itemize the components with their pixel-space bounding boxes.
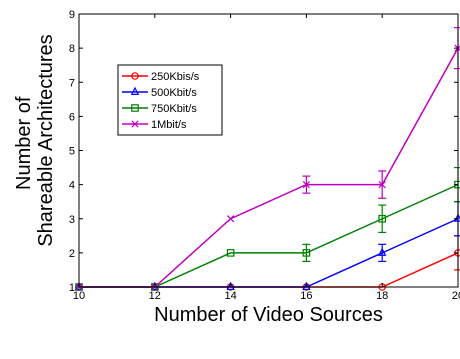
- data-point: [302, 249, 311, 257]
- legend-label: 500Kbit/s: [151, 87, 197, 99]
- y-axis-title: Number of Shareable Architectures: [13, 34, 57, 246]
- legend: 250Kbis/s 500Kbit/s 750Kbit/s 1Mbit/s: [117, 64, 223, 136]
- legend-item: 250Kbis/s: [122, 71, 200, 83]
- x-tick-label: 10: [73, 290, 85, 302]
- legend-marker: [130, 86, 140, 96]
- axis-ticks: 101214161820123456789: [69, 9, 460, 302]
- y-tick-label: 4: [69, 180, 75, 192]
- x-tick-label: 12: [149, 290, 161, 302]
- data-point: [226, 249, 235, 257]
- legend-item: 750Kbit/s: [122, 103, 197, 115]
- series-750Kbit/s: [75, 166, 460, 291]
- data-point: [378, 247, 387, 256]
- legend-marker: [131, 104, 139, 112]
- y-axis-title-line-2: Shareable Architectures: [35, 34, 57, 246]
- legend-label: 1Mbit/s: [151, 119, 187, 131]
- series-500Kbit/s: [74, 201, 460, 290]
- data-point: [378, 181, 386, 189]
- x-tick-label: 20: [452, 290, 460, 302]
- y-tick-label: 5: [69, 146, 75, 158]
- y-tick-label: 3: [69, 214, 75, 226]
- x-axis-title: Number of Video Sources: [154, 304, 383, 326]
- y-tick-label: 8: [69, 43, 75, 55]
- data-point: [226, 281, 235, 290]
- x-tick-label: 14: [224, 290, 236, 302]
- data-point: [302, 281, 311, 290]
- data-point: [302, 181, 311, 189]
- data-point: [378, 214, 387, 223]
- legend-item: 1Mbit/s: [122, 119, 187, 131]
- x-tick-label: 16: [300, 290, 312, 302]
- y-tick-label: 6: [69, 111, 75, 123]
- series-line: [79, 183, 459, 288]
- legend-label: 250Kbis/s: [151, 71, 200, 83]
- y-tick-label: 1: [69, 282, 75, 294]
- series-line: [79, 252, 459, 288]
- data-point: [226, 215, 235, 223]
- y-tick-label: 7: [69, 77, 75, 89]
- y-tick-label: 9: [69, 9, 75, 21]
- y-axis-title-line-1: Number of: [13, 96, 35, 190]
- legend-item: 500Kbit/s: [122, 86, 197, 99]
- legend-label: 750Kbit/s: [151, 103, 197, 115]
- legend-marker: [131, 120, 139, 128]
- x-tick-label: 18: [376, 290, 388, 302]
- legend-marker: [131, 72, 139, 80]
- y-tick-label: 2: [69, 248, 75, 260]
